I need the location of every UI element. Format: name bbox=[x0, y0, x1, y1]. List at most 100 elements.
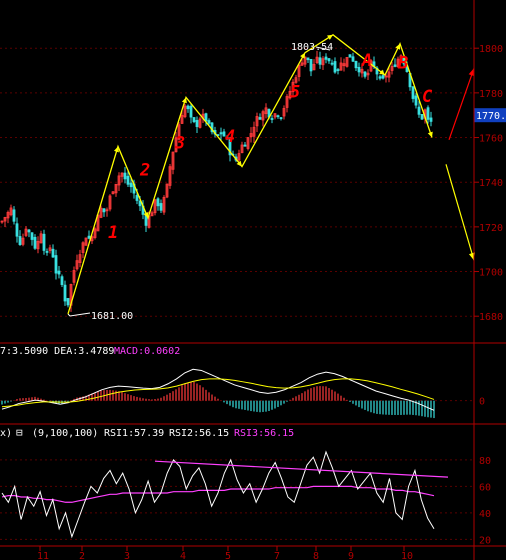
price-candle-body bbox=[327, 58, 331, 62]
price-candle-body bbox=[15, 223, 19, 237]
wave-label-a: A bbox=[361, 51, 372, 71]
price-candle-body bbox=[99, 207, 103, 218]
wave-arrowhead bbox=[395, 43, 401, 50]
price-candle-body bbox=[276, 115, 280, 118]
price-candle-body bbox=[333, 61, 337, 73]
wave-arrowhead bbox=[427, 131, 433, 138]
price-candle-body bbox=[420, 114, 424, 120]
price-axis-label: 1720 bbox=[479, 223, 503, 234]
price-candle-body bbox=[30, 232, 34, 240]
price-candle-body bbox=[177, 124, 181, 140]
wave-label-5: 5 bbox=[290, 82, 300, 102]
price-candle-body bbox=[261, 111, 265, 121]
price-candle-body bbox=[273, 113, 277, 118]
price-candle-body bbox=[102, 208, 106, 213]
price-candle-body bbox=[57, 270, 61, 275]
price-candle-body bbox=[429, 117, 433, 122]
price-candle-body bbox=[189, 105, 193, 118]
rsi-header-rsi2: RSI2:56.15 bbox=[169, 428, 229, 439]
wave-arrowhead bbox=[327, 34, 333, 40]
price-candle-body bbox=[63, 284, 67, 302]
price-candle-body bbox=[369, 60, 373, 72]
price-candle-body bbox=[162, 197, 166, 213]
price-candle-body bbox=[351, 56, 355, 62]
price-axis-label: 1680 bbox=[479, 312, 503, 323]
rsi-header-params: (9,100,100) bbox=[32, 428, 98, 439]
price-candle-body bbox=[183, 105, 187, 118]
price-candle-body bbox=[324, 56, 328, 60]
price-candle-body bbox=[150, 212, 154, 217]
price-candle-body bbox=[291, 81, 295, 93]
rsi-trendline bbox=[154, 460, 449, 478]
low-pointer-line bbox=[67, 312, 91, 317]
price-candle-body bbox=[240, 144, 244, 154]
price-candle-body bbox=[270, 118, 274, 120]
price-candle-body bbox=[312, 63, 316, 71]
price-axis-label: 1760 bbox=[479, 134, 503, 145]
price-candle-body bbox=[117, 175, 121, 186]
price-candle-body bbox=[411, 86, 415, 99]
price-axis-label: 1800 bbox=[479, 44, 503, 55]
current-price-label: 1770. bbox=[476, 111, 506, 122]
price-candle-body bbox=[300, 62, 304, 66]
price-candle-body bbox=[222, 131, 226, 137]
price-candle-body bbox=[297, 64, 301, 77]
price-candle-body bbox=[36, 240, 40, 250]
x-axis-label: 9 bbox=[348, 551, 354, 560]
price-candle-body bbox=[18, 236, 22, 245]
price-candle-body bbox=[204, 113, 208, 122]
price-candle-body bbox=[174, 137, 178, 153]
rsi-axis-label: 60 bbox=[479, 482, 491, 493]
price-candle-body bbox=[66, 298, 70, 306]
price-candle-body bbox=[39, 233, 43, 244]
wave-arrowhead bbox=[143, 211, 149, 218]
x-axis-label: 2 bbox=[79, 551, 85, 560]
wave-label-b: B bbox=[397, 53, 408, 73]
price-candle-body bbox=[396, 58, 400, 68]
macd-header-left: 7:3.5090 DEA:3.4789 bbox=[0, 346, 114, 357]
price-candle-body bbox=[9, 207, 13, 216]
projection-down-arrow bbox=[445, 164, 475, 261]
price-candle-body bbox=[306, 57, 310, 61]
price-candle-body bbox=[51, 248, 55, 258]
price-candle-body bbox=[87, 235, 91, 239]
price-candle-body bbox=[387, 71, 391, 78]
price-candle-body bbox=[168, 166, 172, 186]
price-candle-body bbox=[45, 251, 49, 253]
rsi-collapse-icon[interactable]: ⊟ bbox=[16, 426, 23, 439]
price-candle-body bbox=[258, 117, 262, 120]
price-candle-body bbox=[111, 191, 115, 195]
price-candle-body bbox=[315, 56, 319, 64]
macd-dea-line bbox=[1, 378, 435, 408]
price-candle-body bbox=[192, 117, 196, 123]
price-axis-label: 1700 bbox=[479, 268, 503, 279]
high-pointer-line bbox=[315, 46, 331, 51]
price-candle-body bbox=[219, 132, 223, 135]
price-candle-body bbox=[354, 60, 358, 69]
price-candle-body bbox=[360, 68, 364, 74]
x-axis-label: 8 bbox=[313, 551, 319, 560]
price-candle-body bbox=[165, 183, 169, 198]
price-candle-body bbox=[60, 276, 64, 285]
price-candle-body bbox=[294, 77, 298, 83]
x-axis-label: 11 bbox=[37, 551, 49, 560]
high-price-label: 1803.54 bbox=[291, 42, 333, 53]
macd-diff-line bbox=[1, 368, 435, 411]
price-axis-label: 1780 bbox=[479, 89, 503, 100]
wave-arrowhead bbox=[236, 160, 242, 167]
price-candle-body bbox=[303, 56, 307, 65]
price-candle-body bbox=[75, 260, 79, 270]
wave-label-c: C bbox=[422, 87, 433, 107]
price-candle-body bbox=[342, 63, 346, 67]
price-candle-body bbox=[24, 228, 28, 236]
price-candle-body bbox=[309, 58, 313, 72]
price-candle-body bbox=[105, 209, 109, 212]
macd-axis-label: 0 bbox=[479, 397, 485, 408]
price-candle-body bbox=[198, 118, 202, 128]
x-axis-label: 4 bbox=[180, 551, 186, 560]
price-candle-body bbox=[414, 95, 418, 106]
wave-arrowhead bbox=[181, 97, 187, 104]
price-candle-body bbox=[135, 195, 139, 201]
wave-label-3: 3 bbox=[174, 134, 185, 154]
